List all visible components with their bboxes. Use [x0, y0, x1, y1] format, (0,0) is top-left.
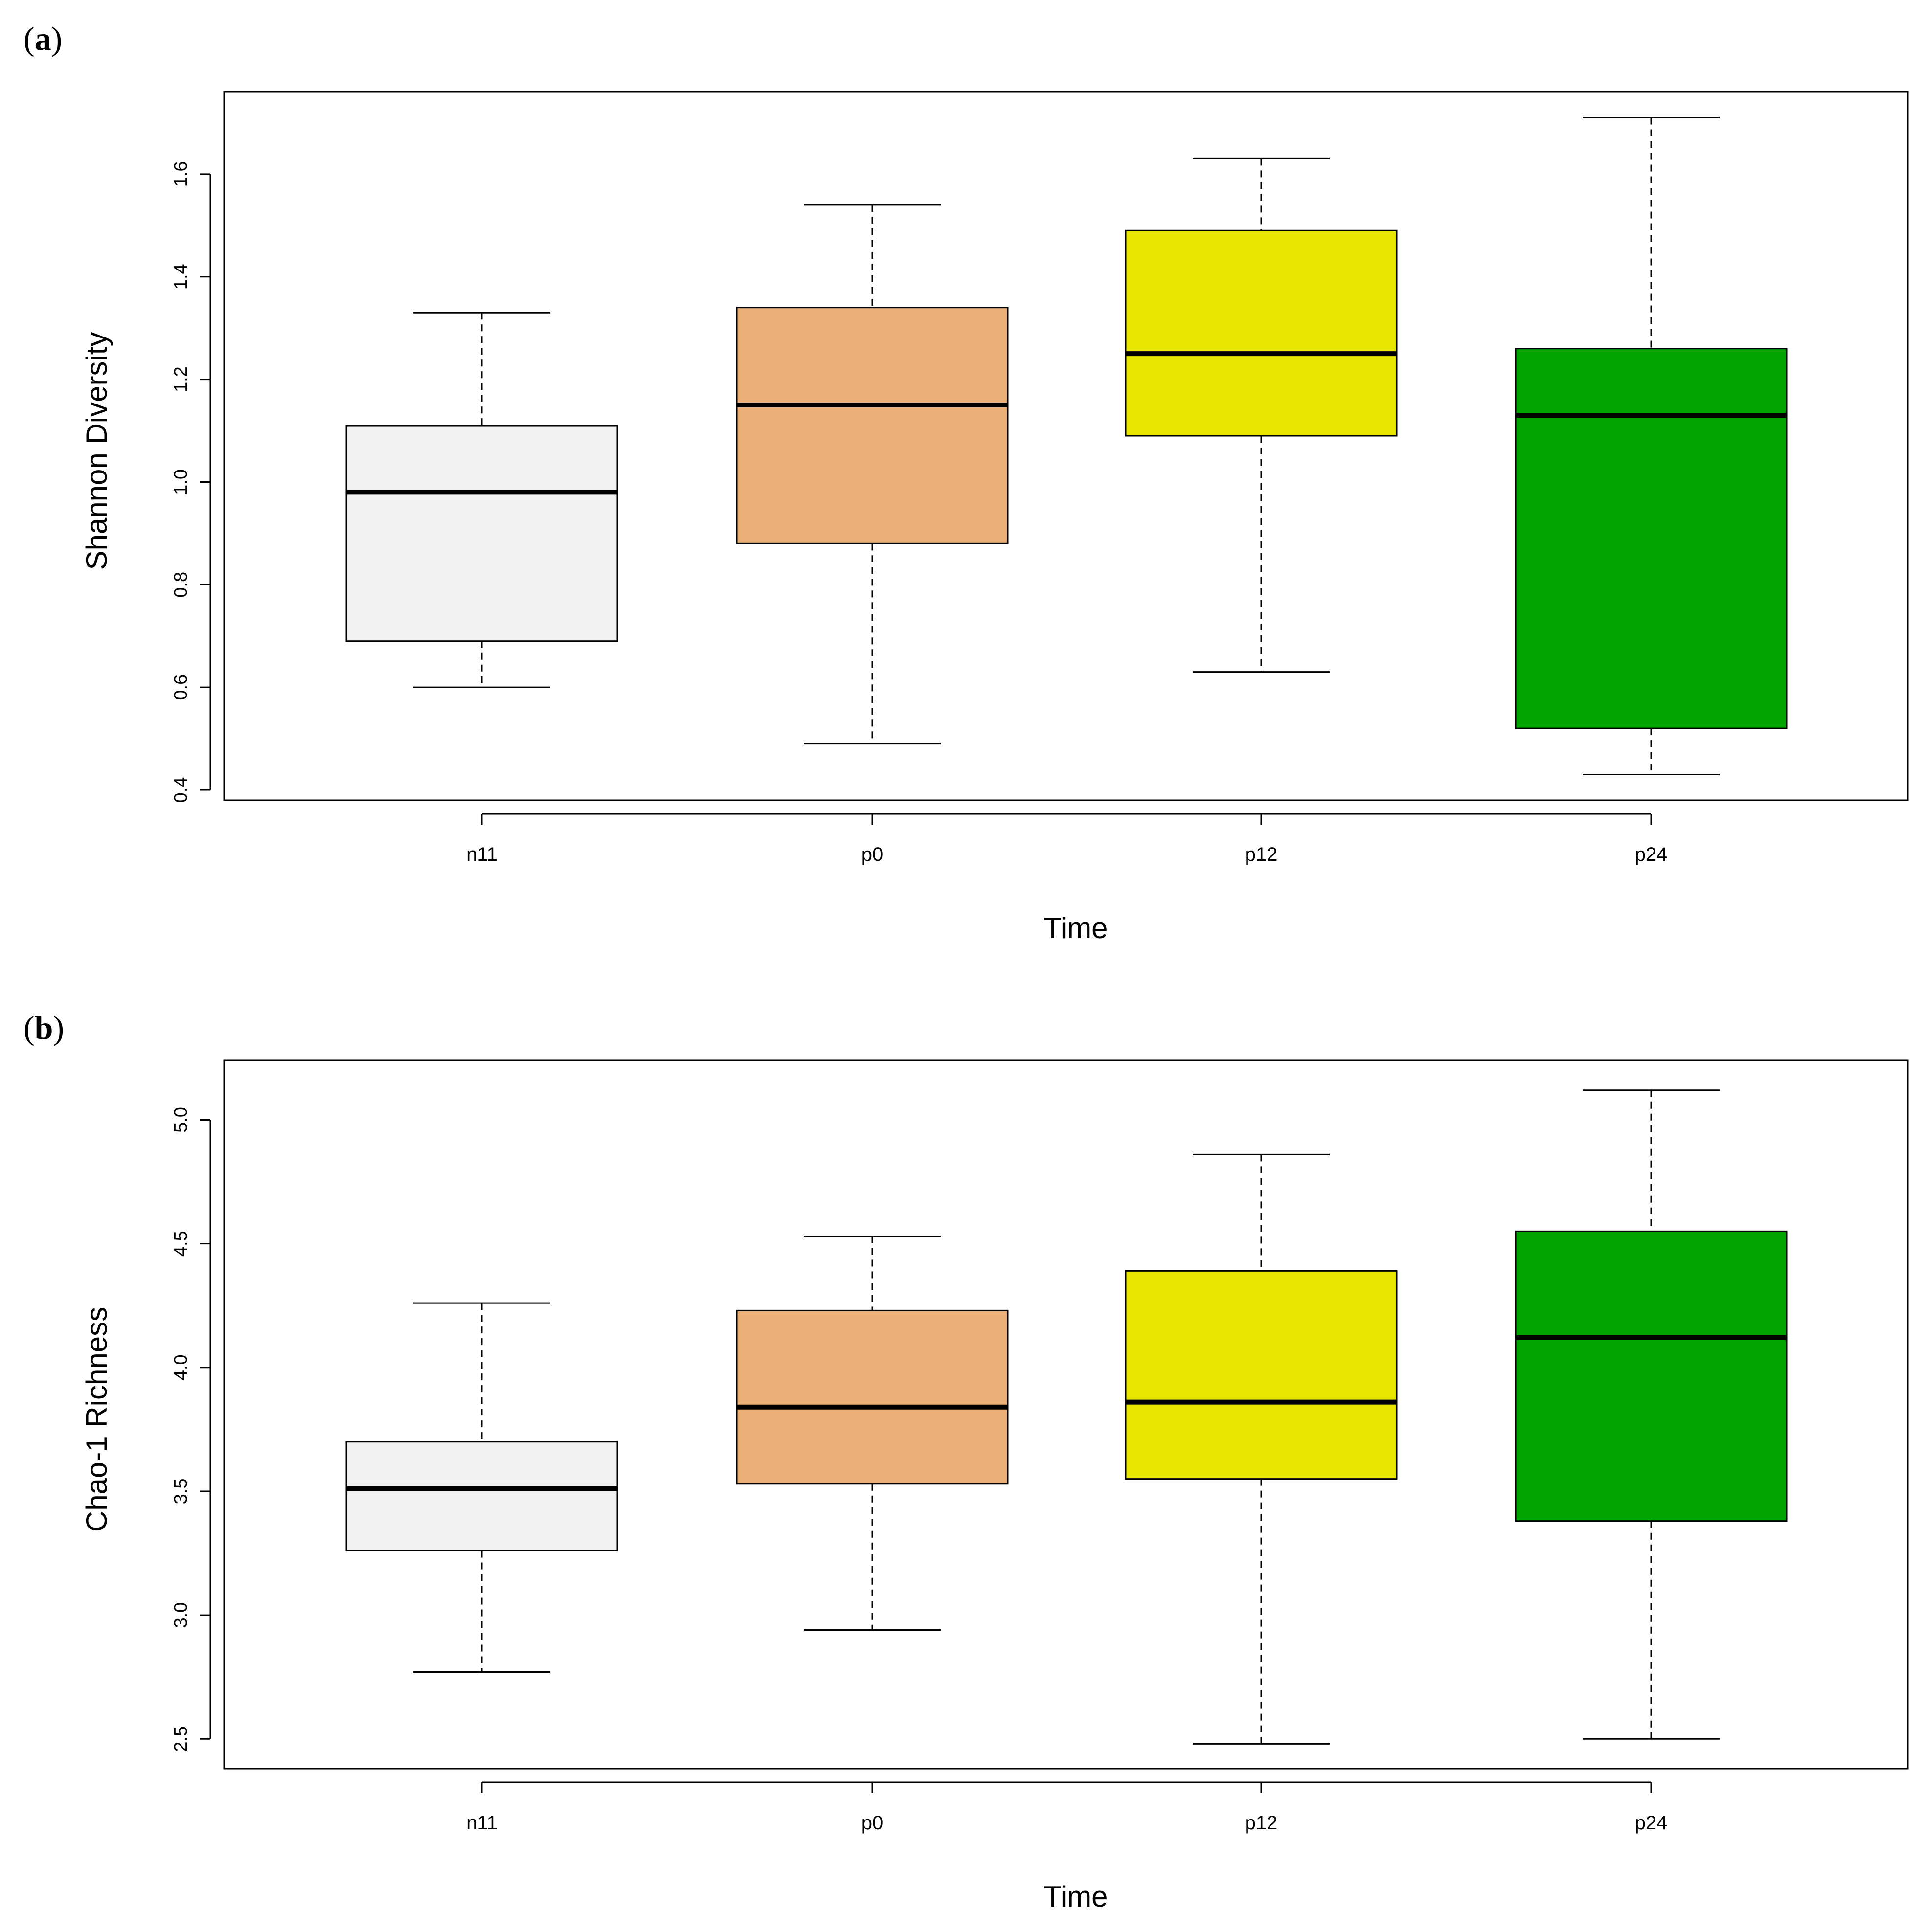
- y-tick-label: 1.0: [171, 469, 191, 495]
- y-axis-title: Chao-1 Richness: [80, 1307, 113, 1532]
- iqr-box: [1125, 229, 1398, 437]
- panel-a-letter: a: [34, 20, 51, 57]
- box-p12: [1125, 157, 1398, 673]
- x-tick-label: p12: [1245, 1812, 1278, 1834]
- x-tick-label: p0: [861, 1812, 884, 1834]
- iqr-box: [345, 1441, 618, 1551]
- box-p0: [736, 1235, 1009, 1631]
- box-n11: [345, 1302, 618, 1673]
- chart-b: 2.5 3.0 3.5 4.0 4.5 5.0 n11 p0 p12 p24 Time Chao-1 …: [80, 1059, 1909, 1913]
- x-axis-title: Time: [1043, 1880, 1108, 1913]
- y-tick-label: 3.5: [171, 1479, 191, 1505]
- iqr-box: [1125, 1270, 1398, 1480]
- y-tick-label: 5.0: [171, 1107, 191, 1133]
- plot-frame: [223, 91, 1909, 801]
- box-n11: [345, 312, 618, 688]
- iqr-box: [1515, 1230, 1788, 1522]
- x-tick-label: p12: [1245, 844, 1278, 865]
- y-tick-label: 1.4: [171, 264, 191, 290]
- box-p0: [736, 204, 1009, 745]
- x-tick-label: p0: [861, 844, 884, 865]
- y-tick-label: 4.0: [171, 1354, 191, 1380]
- box-p24: [1515, 1089, 1788, 1740]
- y-tick-label: 3.0: [171, 1602, 191, 1628]
- y-tick-label: 0.6: [171, 674, 191, 700]
- x-axis-title: Time: [1043, 912, 1108, 944]
- plot-frame: [223, 1059, 1909, 1770]
- iqr-box: [1515, 348, 1788, 729]
- x-tick-label: n11: [466, 1812, 498, 1834]
- x-tick-label: p24: [1635, 844, 1668, 865]
- y-tick-label: 1.2: [171, 366, 191, 392]
- iqr-box: [736, 1309, 1009, 1485]
- iqr-box: [345, 425, 618, 642]
- y-tick-label: 2.5: [171, 1726, 191, 1752]
- box-p24: [1515, 116, 1788, 776]
- panel-a-label: (a): [23, 20, 63, 57]
- y-tick-label: 0.8: [171, 572, 191, 598]
- y-tick-label: 0.4: [171, 777, 191, 803]
- x-tick-label: p24: [1635, 1812, 1668, 1834]
- panel-b-letter: b: [34, 1009, 53, 1046]
- y-axis-title: Shannon Diversity: [80, 332, 113, 570]
- iqr-box: [736, 307, 1009, 544]
- panel-b-label: (b): [23, 1009, 65, 1046]
- chart-a: 0.4 0.6 0.8 1.0 1.2 1.4 1.6 n11 p0 p12 p24 Time Shan…: [80, 91, 1909, 944]
- y-tick-label: 4.5: [171, 1231, 191, 1257]
- y-tick-label: 1.6: [171, 161, 191, 187]
- x-tick-label: n11: [466, 844, 498, 865]
- box-p12: [1125, 1153, 1398, 1745]
